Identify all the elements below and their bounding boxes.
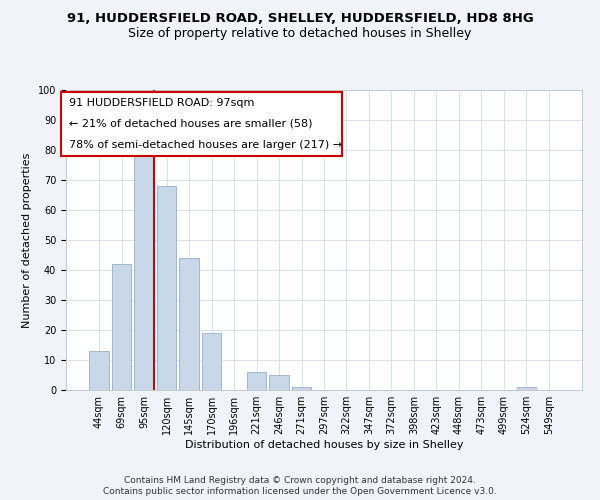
X-axis label: Distribution of detached houses by size in Shelley: Distribution of detached houses by size …	[185, 440, 463, 450]
Text: 91, HUDDERSFIELD ROAD, SHELLEY, HUDDERSFIELD, HD8 8HG: 91, HUDDERSFIELD ROAD, SHELLEY, HUDDERSF…	[67, 12, 533, 26]
Bar	[269, 375, 289, 390]
Bar	[89, 351, 109, 390]
Bar	[157, 186, 176, 390]
Bar	[134, 144, 154, 390]
Bar	[517, 387, 536, 390]
Text: Contains HM Land Registry data © Crown copyright and database right 2024.: Contains HM Land Registry data © Crown c…	[124, 476, 476, 485]
Text: Contains public sector information licensed under the Open Government Licence v3: Contains public sector information licen…	[103, 487, 497, 496]
Bar	[179, 258, 199, 390]
Bar	[247, 372, 266, 390]
Y-axis label: Number of detached properties: Number of detached properties	[22, 152, 32, 328]
Text: ← 21% of detached houses are smaller (58): ← 21% of detached houses are smaller (58…	[68, 118, 312, 128]
Text: 91 HUDDERSFIELD ROAD: 97sqm: 91 HUDDERSFIELD ROAD: 97sqm	[68, 98, 254, 108]
FancyBboxPatch shape	[61, 92, 342, 156]
Text: 78% of semi-detached houses are larger (217) →: 78% of semi-detached houses are larger (…	[68, 140, 342, 149]
Text: Size of property relative to detached houses in Shelley: Size of property relative to detached ho…	[128, 28, 472, 40]
Bar	[112, 264, 131, 390]
Bar	[202, 333, 221, 390]
Bar	[292, 387, 311, 390]
